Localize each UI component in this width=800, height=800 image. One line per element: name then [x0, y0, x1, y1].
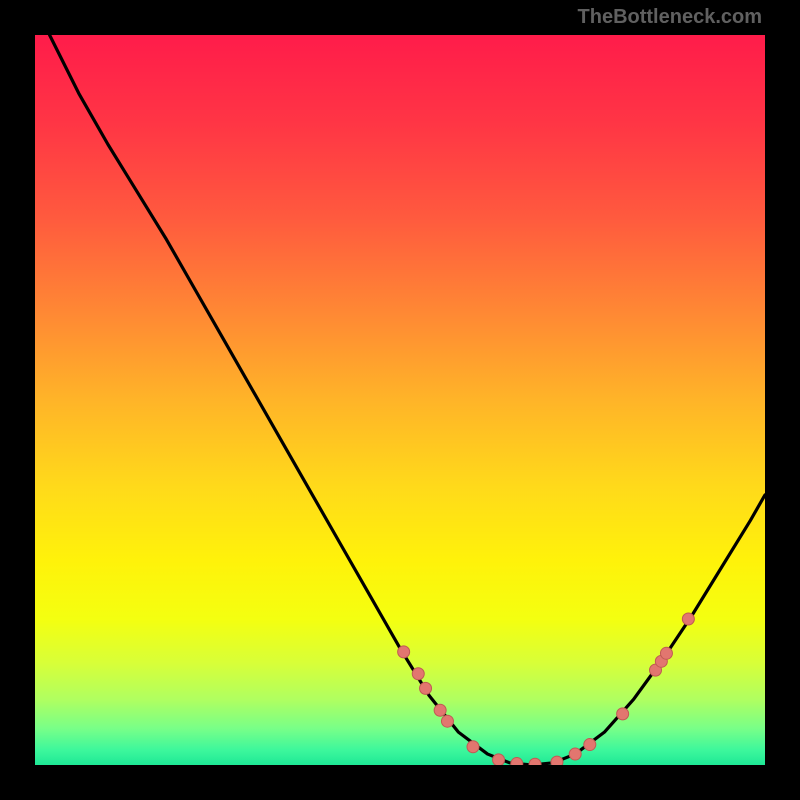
data-marker [467, 741, 479, 753]
data-marker [551, 756, 563, 765]
data-marker [682, 613, 694, 625]
data-marker [441, 715, 453, 727]
curve-layer [35, 35, 765, 765]
data-marker [493, 754, 505, 765]
data-marker [420, 682, 432, 694]
plot-area [35, 35, 765, 765]
data-marker [660, 647, 672, 659]
data-marker [617, 708, 629, 720]
chart-container: TheBottleneck.com [0, 0, 800, 800]
data-marker [434, 704, 446, 716]
data-marker [529, 758, 541, 765]
data-marker [584, 739, 596, 751]
data-marker [398, 646, 410, 658]
data-marker [412, 668, 424, 680]
data-markers [398, 613, 695, 765]
data-marker [569, 748, 581, 760]
watermark-text: TheBottleneck.com [578, 6, 762, 29]
data-marker [511, 758, 523, 765]
